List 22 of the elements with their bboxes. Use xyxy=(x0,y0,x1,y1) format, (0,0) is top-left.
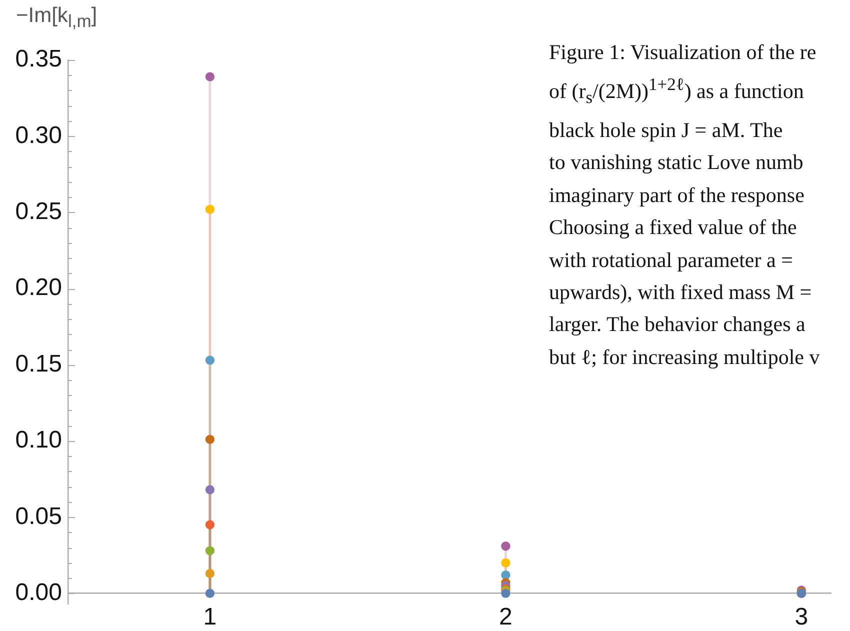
annotation: upwards), with fixed mass M = xyxy=(549,279,813,306)
x-tick-label: 2 xyxy=(499,603,512,630)
y-tick-label: 0.10 xyxy=(15,426,62,454)
y-tick-label: 0.35 xyxy=(15,46,62,73)
annotation: but ℓ; for increasing multipole v xyxy=(549,344,820,371)
y-tick-label: 0.30 xyxy=(15,122,62,149)
annotation: imaginary part of the response xyxy=(549,182,806,209)
annotation: of (r$_{s}$/(2M))$^{1+2ℓ}$) as a function xyxy=(549,73,805,110)
annotation: Choosing a fixed value of the xyxy=(549,214,798,242)
y-tick-label: 0.25 xyxy=(15,198,62,226)
annotation: larger. The behavior changes a xyxy=(549,311,806,338)
y-axis-title: −Im[k$_{l,m}$] xyxy=(16,4,98,32)
annotation: with rotational parameter a = xyxy=(549,246,794,274)
x-tick-label: 3 xyxy=(794,603,808,630)
annotation: to vanishing static Love numb xyxy=(549,149,804,176)
y-tick-label: 0.05 xyxy=(15,502,62,530)
annotation: Figure 1: Visualization of the re xyxy=(549,39,818,66)
x-tick-label: 1 xyxy=(203,603,217,630)
y-tick-label: 0.20 xyxy=(15,274,62,302)
y-tick-label: 0.15 xyxy=(15,350,62,378)
y-tick-label: 0.00 xyxy=(15,578,62,606)
annotation: black hole spin J = aM. The xyxy=(549,117,784,144)
